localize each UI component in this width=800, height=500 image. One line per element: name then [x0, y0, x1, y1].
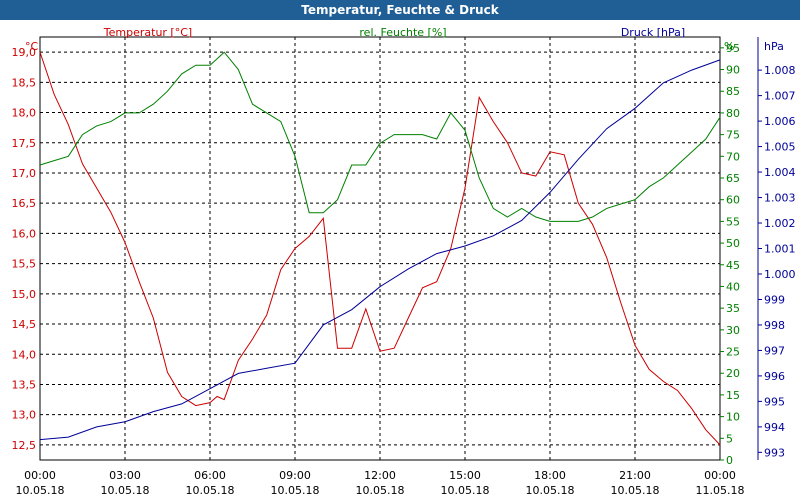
temperature-tick-label: 18,0: [12, 107, 37, 120]
temperature-tick-label: 13,5: [12, 378, 37, 391]
humidity-tick-label: 35: [726, 302, 740, 315]
temperature-tick-label: 16,0: [12, 227, 37, 240]
temperature-tick-label: 18,5: [12, 76, 37, 89]
humidity-tick-label: 55: [726, 215, 740, 228]
humidity-tick-label: 70: [726, 150, 740, 163]
series-layer: [39, 51, 721, 446]
x-tick-date-label: 10.05.18: [356, 484, 405, 497]
x-tick-time-label: 12:00: [364, 469, 396, 482]
x-tick-time-label: 00:00: [704, 469, 736, 482]
pressure-tick-label: 1.003: [764, 192, 796, 205]
x-tick-time-label: 18:00: [534, 469, 566, 482]
temperature-tick-label: 13,0: [12, 409, 37, 422]
humidity-tick-label: 95: [726, 42, 740, 55]
temperature-tick-label: 14,5: [12, 318, 37, 331]
label-layer: °C % hPa Temperatur [°C] rel. Feuchte [%…: [25, 26, 784, 53]
x-tick-date-label: 11.05.18: [696, 484, 745, 497]
pressure-tick-label: 1.005: [764, 141, 796, 154]
grid-layer: [40, 37, 720, 460]
humidity-unit-label: %: [724, 40, 734, 53]
humidity-tick-label: 75: [726, 129, 740, 142]
temperature-tick-label: 15,0: [12, 288, 37, 301]
humidity-tick-label: 15: [726, 389, 740, 402]
pressure-tick-label: 1.000: [764, 268, 796, 281]
humidity-tick-label: 30: [726, 324, 740, 337]
humidity-tick-label: 45: [726, 259, 740, 272]
temperature-tick-label: 19,0: [12, 46, 37, 59]
x-tick-time-label: 00:00: [24, 469, 56, 482]
humidity-tick-label: 50: [726, 237, 740, 250]
x-tick-date-label: 10.05.18: [186, 484, 235, 497]
pressure-tick-label: 1.008: [764, 64, 796, 77]
temperature-tick-label: 17,5: [12, 137, 37, 150]
legend-temperatur: Temperatur [°C]: [103, 26, 192, 39]
x-tick-date-label: 10.05.18: [271, 484, 320, 497]
humidity-tick-label: 20: [726, 367, 740, 380]
x-tick-time-label: 06:00: [194, 469, 226, 482]
x-tick-date-label: 10.05.18: [16, 484, 65, 497]
humidity-tick-label: 60: [726, 194, 740, 207]
x-tick-date-label: 10.05.18: [526, 484, 575, 497]
humidity-tick-label: 10: [726, 411, 740, 424]
temperature-tick-label: 16,5: [12, 197, 37, 210]
pressure-tick-label: 993: [764, 446, 785, 459]
temperature-tick-label: 14,0: [12, 348, 37, 361]
pressure-tick-label: 997: [764, 344, 785, 357]
axis-layer: 12,5 13,0 13,5 14,0 14,5 15,0 15,5 16,0 16,5 17,0…: [12, 37, 796, 497]
humidity-tick-label: 80: [726, 107, 740, 120]
pressure-tick-label: 999: [764, 293, 785, 306]
humidity-tick-label: 40: [726, 280, 740, 293]
pressure-tick-label: 995: [764, 395, 785, 408]
x-tick-time-label: 09:00: [279, 469, 311, 482]
pressure-unit-label: hPa: [764, 40, 784, 53]
humidity-series-line: [39, 51, 721, 222]
legend-feuchte: rel. Feuchte [%]: [359, 26, 446, 39]
pressure-tick-label: 996: [764, 370, 785, 383]
chart-title: Temperatur, Feuchte & Druck: [0, 0, 800, 20]
humidity-tick-label: 5: [726, 432, 733, 445]
pressure-tick-label: 1.007: [764, 90, 796, 103]
temperature-tick-label: 17,0: [12, 167, 37, 180]
pressure-tick-label: 1.002: [764, 217, 796, 230]
pressure-series-line: [39, 59, 721, 441]
pressure-tick-label: 1.001: [764, 243, 796, 256]
temperature-tick-label: 12,5: [12, 439, 37, 452]
temperature-tick-label: 15,5: [12, 258, 37, 271]
legend-druck: Druck [hPa]: [621, 26, 685, 39]
pressure-tick-label: 994: [764, 421, 785, 434]
temperature-series-line: [39, 51, 721, 446]
x-tick-time-label: 03:00: [109, 469, 141, 482]
pressure-tick-label: 1.004: [764, 166, 796, 179]
x-tick-date-label: 10.05.18: [101, 484, 150, 497]
pressure-tick-label: 998: [764, 319, 785, 332]
x-tick-date-label: 10.05.18: [441, 484, 490, 497]
humidity-tick-label: 25: [726, 346, 740, 359]
humidity-tick-label: 0: [726, 454, 733, 467]
x-tick-date-label: 10.05.18: [611, 484, 660, 497]
humidity-tick-label: 65: [726, 172, 740, 185]
humidity-tick-label: 90: [726, 64, 740, 77]
humidity-tick-label: 85: [726, 85, 740, 98]
pressure-tick-label: 1.006: [764, 115, 796, 128]
x-tick-time-label: 21:00: [619, 469, 651, 482]
x-tick-time-label: 15:00: [449, 469, 481, 482]
temperature-unit-label: °C: [25, 40, 39, 53]
